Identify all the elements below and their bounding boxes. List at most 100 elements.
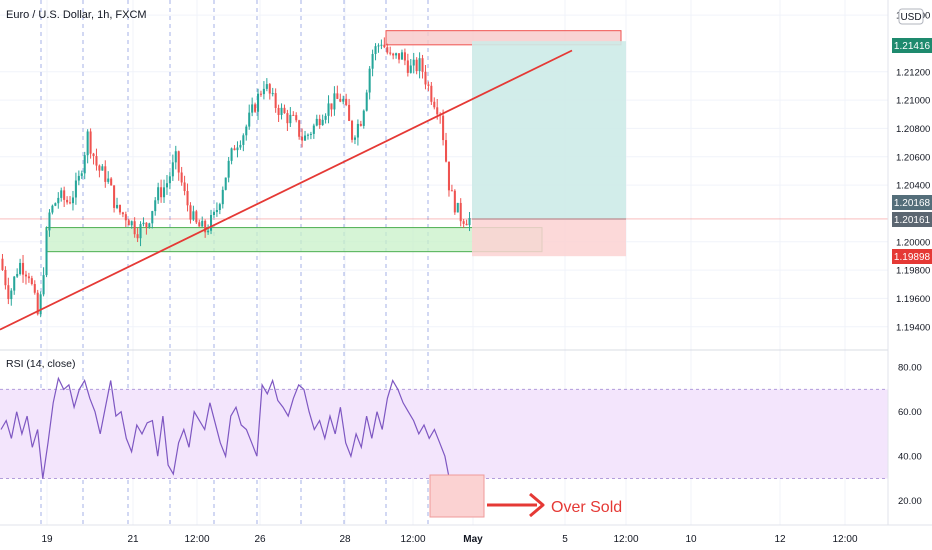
candle-body [233, 148, 236, 151]
candle-body [171, 162, 174, 177]
demand-zone [45, 227, 543, 253]
price-tick-label: 1.19600 [896, 294, 930, 305]
price-tick-label: 1.20400 [896, 181, 930, 192]
candle-body [306, 134, 309, 136]
candle-body [262, 88, 265, 95]
candle-body [121, 212, 124, 215]
time-tick-label: 26 [254, 534, 266, 545]
candle-body [227, 160, 230, 178]
candle-body [427, 84, 430, 86]
candle-body [83, 155, 86, 174]
currency-box[interactable] [898, 8, 924, 25]
last-price-badge: 1.20168 [892, 195, 932, 210]
annotation-text: Over Sold [551, 499, 622, 516]
trendline[interactable] [0, 49, 573, 331]
time-tick-label: 5 [562, 534, 568, 545]
candle-body [45, 230, 48, 276]
candle-body [468, 217, 471, 226]
candle-body [430, 85, 433, 102]
candle-body [274, 93, 277, 108]
candle-body [259, 93, 262, 95]
candle-body [30, 278, 33, 285]
target-price-badge: 1.21416 [892, 38, 932, 53]
candle-body [110, 178, 113, 186]
candle-body [368, 68, 371, 93]
candle-body [348, 104, 351, 121]
candle-body [301, 136, 304, 141]
rsi-tick-label: 80.00 [898, 363, 922, 374]
time-tick-label: May [463, 534, 483, 545]
candle-body [465, 223, 468, 226]
candle-body [359, 123, 362, 126]
profit-target-zone [472, 41, 626, 219]
price-tick-label: 1.21000 [896, 96, 930, 107]
rsi-tick-labels: 80.00 60.00 40.00 20.00 [898, 363, 922, 508]
candle-body [7, 285, 10, 300]
candle-body [77, 175, 80, 181]
candle-body [80, 173, 83, 176]
candle-body [442, 115, 445, 141]
rsi-title: RSI (14, close) [6, 358, 75, 370]
time-tick-labels: 19 21 12:00 26 28 12:00 May 5 12:00 10 12 12:00 [41, 534, 858, 545]
oversold-box[interactable] [429, 474, 485, 518]
candle-body [71, 197, 74, 204]
candle-body [283, 107, 286, 114]
candle-body [251, 104, 254, 113]
candle-body [215, 210, 218, 213]
time-tick-label: 12:00 [184, 534, 209, 545]
time-tick-label: 21 [127, 534, 139, 545]
candle-body [392, 53, 395, 56]
candle-body [157, 187, 160, 201]
candle-body [254, 104, 257, 112]
candle-body [324, 115, 327, 120]
rsi-band [0, 389, 888, 479]
candle-body [101, 166, 104, 171]
candle-body [447, 161, 450, 191]
candle-body [351, 120, 354, 140]
price-axis[interactable] [888, 0, 932, 550]
oversold-annotation: Over Sold [429, 474, 622, 518]
rsi-line [0, 376, 472, 515]
candle-body [377, 45, 380, 47]
candle-body [195, 211, 198, 223]
candle-body [183, 182, 186, 192]
candle-body [336, 93, 339, 99]
last-badge-text: 1.20168 [894, 198, 931, 209]
candle-body [210, 214, 213, 231]
candle-body [19, 262, 22, 275]
candle-body [389, 52, 392, 54]
candle-body [142, 222, 145, 225]
time-tick-label: 12:00 [613, 534, 638, 545]
candle-body [239, 144, 242, 148]
candle-body [27, 276, 30, 279]
candle-body [236, 147, 239, 151]
candle-body [221, 189, 224, 205]
candle-body [204, 220, 207, 233]
candle-body [415, 59, 418, 71]
rsi-tick-label: 20.00 [898, 496, 922, 507]
candle-body [148, 223, 151, 228]
time-tick-label: 12:00 [400, 534, 425, 545]
time-axis[interactable] [0, 526, 932, 550]
price-tick-label: 1.19400 [896, 322, 930, 333]
candle-body [212, 212, 215, 215]
candle-body [321, 119, 324, 126]
candle-body [48, 212, 51, 231]
candle-body [174, 151, 177, 163]
candle-body [124, 214, 127, 221]
candle-body [353, 137, 356, 140]
candle-body [66, 199, 69, 203]
price-tick-label: 1.20000 [896, 237, 930, 248]
rsi-tick-label: 40.00 [898, 452, 922, 463]
candle-body [418, 58, 421, 71]
stop-loss-zone [472, 218, 626, 257]
candle-body [339, 98, 342, 102]
candle-body [298, 120, 301, 137]
candle-body [165, 183, 168, 188]
symbol-title: Euro / U.S. Dollar, 1h, FXCM [6, 9, 147, 21]
target-badge-bg [892, 38, 932, 53]
candle-body [345, 98, 348, 105]
candle-body [436, 107, 439, 115]
candle-body [130, 221, 133, 226]
